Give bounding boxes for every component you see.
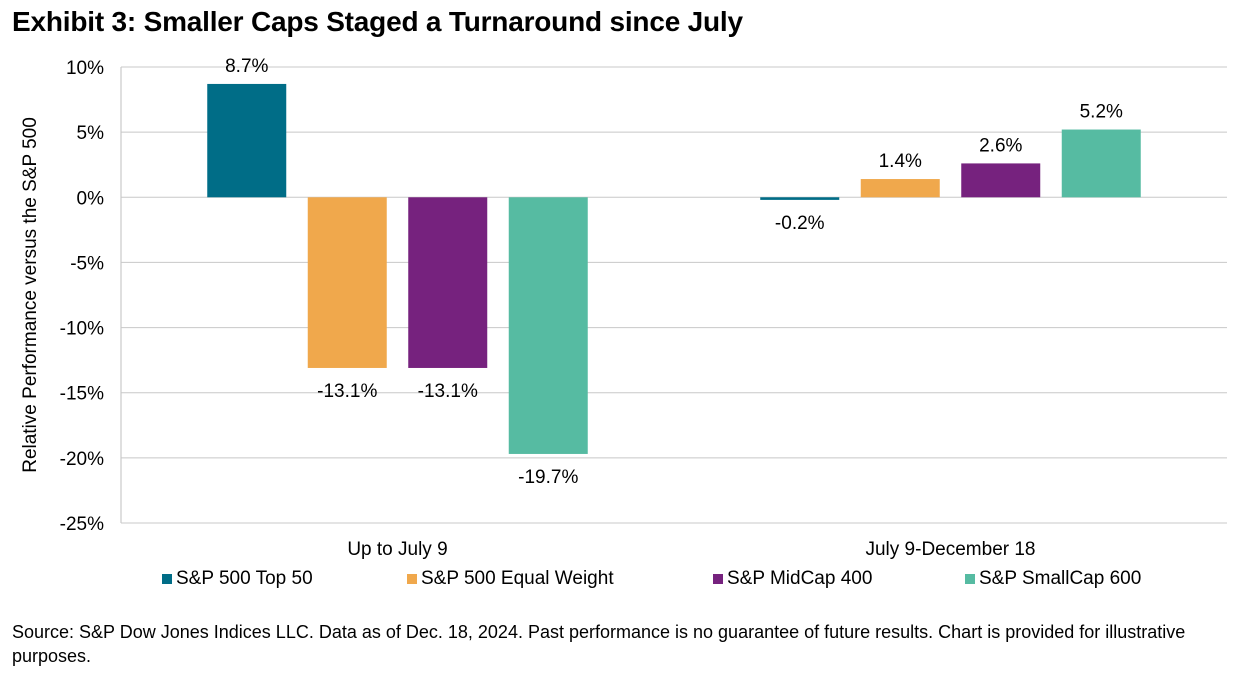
bars (207, 83, 1141, 454)
source-note: Source: S&P Dow Jones Indices LLC. Data … (12, 622, 1186, 666)
legend-item: S&P 500 Equal Weight (407, 568, 614, 590)
y-tick-label: -25% (60, 514, 104, 535)
legend-swatch (407, 574, 417, 584)
legend-item: S&P 500 Top 50 (162, 568, 313, 590)
data-label: -13.1% (317, 381, 377, 402)
bar-chart: 10% 5% 0% -5% -10% -15% -20% -25% 8.7% -13.1% -13… (20, 56, 1227, 560)
legend-label: S&P SmallCap 600 (979, 568, 1142, 589)
legend: S&P 500 Top 50 S&P 500 Equal Weight S&P Mi… (0, 568, 1238, 596)
legend-label: S&P 500 Top 50 (176, 568, 313, 589)
y-tick-label: 5% (77, 123, 105, 144)
data-label: -13.1% (418, 381, 478, 402)
x-tick-label: Up to July 9 (347, 539, 447, 560)
bar-s-p-smallcap-600 (1061, 129, 1141, 198)
data-label: 1.4% (879, 151, 922, 172)
bar-s-p-smallcap-600 (508, 197, 588, 454)
legend-item: S&P MidCap 400 (713, 568, 872, 590)
y-tick-label: 0% (77, 188, 105, 209)
y-axis-ticks: 10% 5% 0% -5% -10% -15% -20% -25% (60, 58, 104, 535)
bar-s-p-midcap-400 (961, 163, 1041, 198)
bar-s-p-500-equal-weight (860, 179, 940, 198)
x-axis-ticks: Up to July 9 July 9-December 18 (347, 539, 1035, 560)
data-labels: 8.7% -13.1% -13.1% -19.7% -0.2% 1.4% 2.6% 5.2% (225, 56, 1123, 488)
data-label: 5.2% (1080, 102, 1123, 123)
chart-title: Exhibit 3: Smaller Caps Staged a Turnaro… (12, 6, 743, 37)
data-label: 8.7% (225, 56, 268, 77)
bar-s-p-500-top-50 (760, 197, 840, 200)
legend-label: S&P 500 Equal Weight (421, 568, 614, 589)
bar-s-p-500-equal-weight (307, 197, 387, 368)
bar-s-p-500-top-50 (207, 83, 287, 198)
y-tick-label: -10% (60, 319, 104, 340)
data-label: -0.2% (775, 213, 825, 234)
y-tick-label: 10% (66, 58, 104, 79)
legend-swatch (965, 574, 975, 584)
y-axis-label: Relative Performance versus the S&P 500 (20, 117, 41, 473)
legend-swatch (713, 574, 723, 584)
legend-item: S&P SmallCap 600 (965, 568, 1141, 590)
y-tick-label: -20% (60, 449, 104, 470)
gridlines (120, 66, 1227, 524)
data-label: -19.7% (518, 467, 578, 488)
x-tick-label: July 9-December 18 (865, 539, 1035, 560)
legend-label: S&P MidCap 400 (727, 568, 873, 589)
legend-swatch (162, 574, 172, 584)
bar-s-p-midcap-400 (408, 197, 488, 368)
y-tick-label: -15% (60, 384, 104, 405)
data-label: 2.6% (979, 135, 1022, 156)
y-tick-label: -5% (70, 253, 104, 274)
